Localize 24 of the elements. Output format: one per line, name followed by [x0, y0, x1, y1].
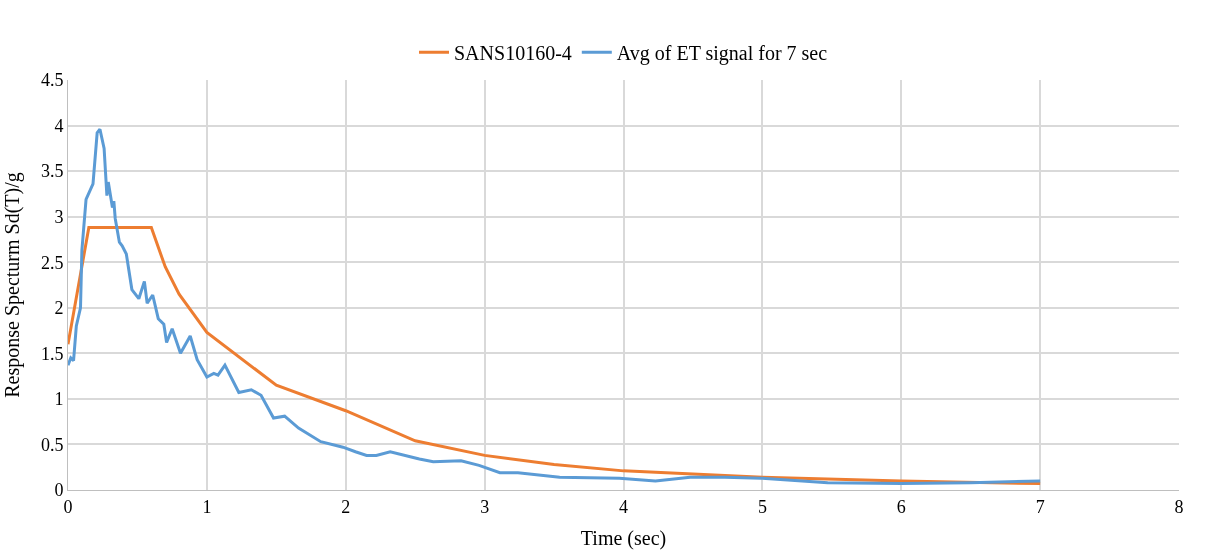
y-tick-label: 0.5: [40, 434, 64, 455]
legend-label: Avg of ET signal for 7 sec: [616, 42, 828, 66]
legend-label: SANS10160-4: [454, 42, 572, 65]
x-axis-title: Time (sec): [580, 527, 667, 551]
y-axis-title: Response Specturm Sd(T)/g: [1, 172, 25, 398]
x-tick-label: 4: [619, 496, 628, 517]
y-tick-label: 1.5: [40, 343, 64, 364]
x-tick-label: 1: [202, 496, 212, 517]
y-tick-label: 4: [54, 115, 64, 136]
y-tick-label: 4.5: [40, 70, 64, 91]
y-tick-label: 3.5: [40, 161, 64, 182]
y-tick-label: 1: [54, 389, 64, 410]
y-tick-label: 0: [54, 480, 64, 501]
x-tick-label: 7: [1035, 496, 1045, 517]
x-tick-label: 3: [480, 496, 490, 517]
y-tick-label: 2: [54, 298, 64, 319]
line-series: [68, 226, 1042, 486]
x-tick-label: 6: [896, 496, 906, 517]
line-series: [68, 127, 1042, 486]
x-tick-label: 5: [757, 496, 767, 517]
x-tick-label: 8: [1174, 496, 1184, 517]
y-tick-label: 2.5: [40, 252, 64, 273]
y-tick-label: 3: [54, 206, 64, 227]
x-tick-label: 2: [341, 496, 351, 517]
